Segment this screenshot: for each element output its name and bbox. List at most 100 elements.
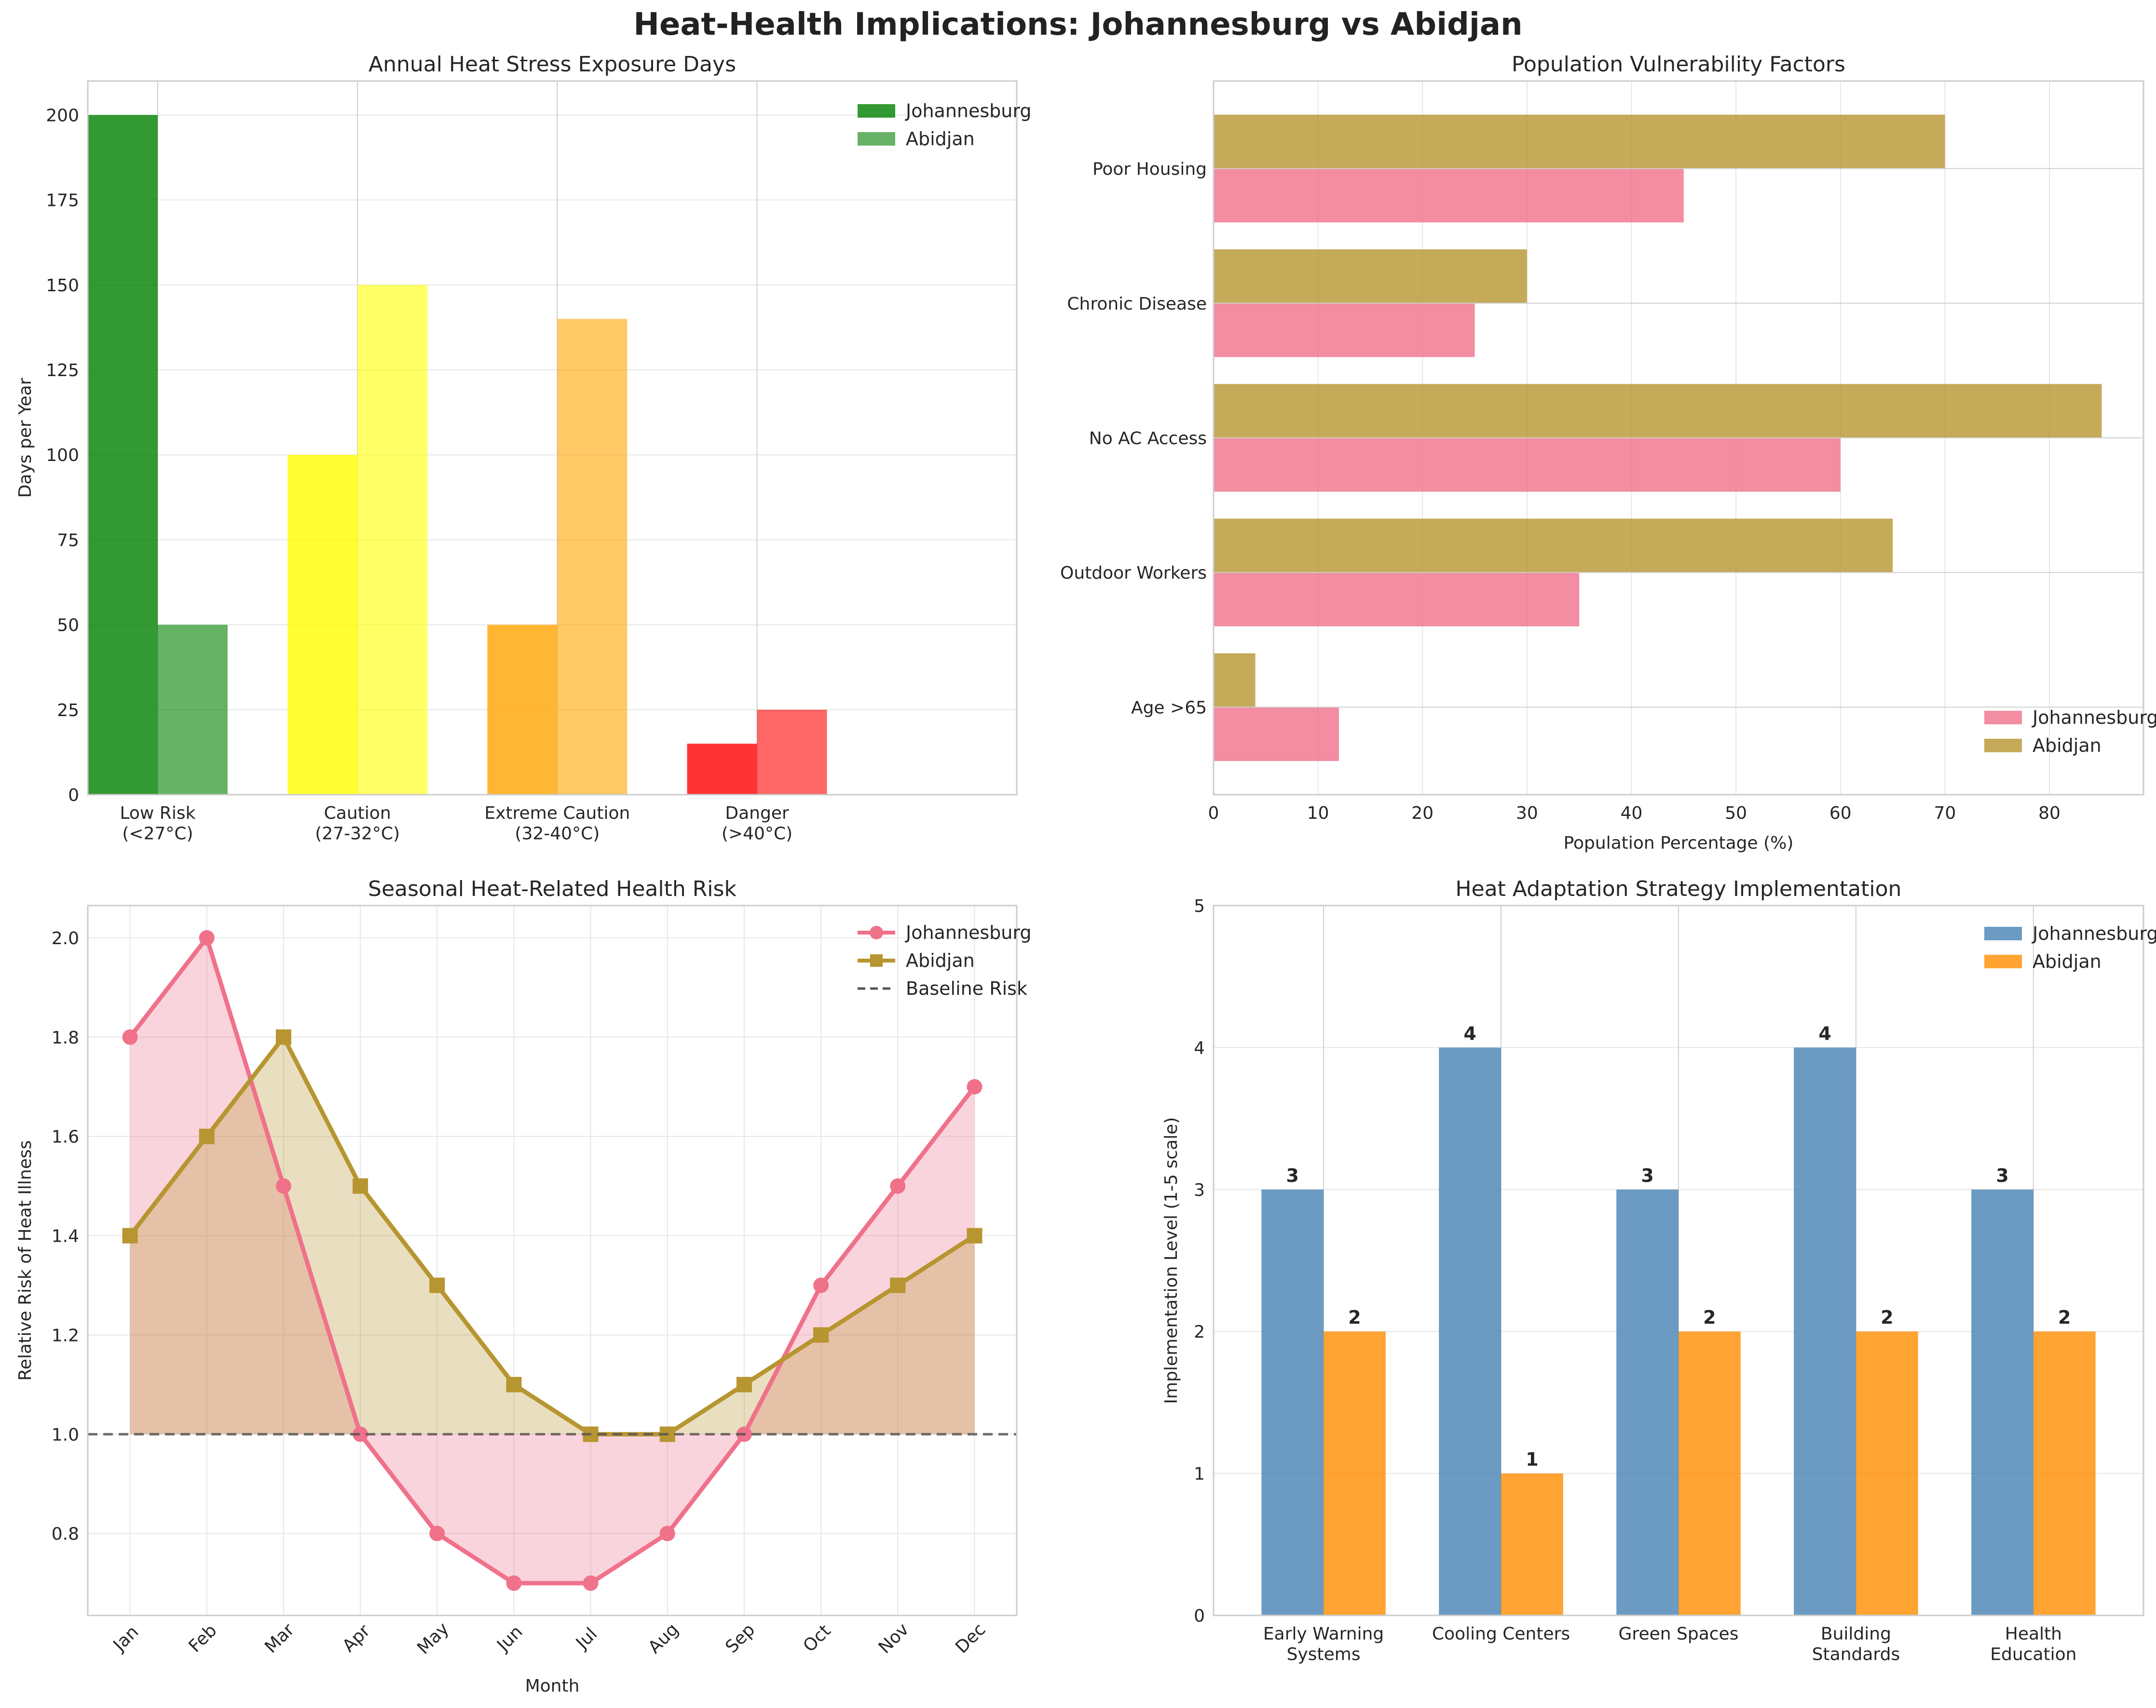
- bar-johannesburg: [1214, 572, 1580, 626]
- point-johannesburg: [659, 1526, 675, 1542]
- y-tick-label: Age >65: [1131, 698, 1207, 718]
- data-label: 4: [1463, 1023, 1476, 1044]
- x-tick-label: 50: [1725, 803, 1747, 823]
- line-johannesburg: [128, 935, 977, 1586]
- legend-swatch: [1984, 739, 2022, 752]
- x-tick-label: 20: [1411, 803, 1433, 823]
- y-tick-label: Outdoor Workers: [1060, 563, 1207, 583]
- data-label: 3: [1641, 1165, 1653, 1186]
- x-tick-label: 30: [1516, 803, 1538, 823]
- x-tick-label: Cooling Centers: [1432, 1624, 1570, 1644]
- plot-frame: [87, 905, 1018, 1616]
- legend-label: Abidjan: [2033, 951, 2101, 972]
- bar-abidjan: [1324, 1331, 1386, 1615]
- legend-label: Abidjan: [906, 128, 975, 149]
- point-johannesburg: [275, 1178, 291, 1194]
- y-tick-label: 1.2: [52, 1326, 79, 1345]
- point-abidjan: [275, 1029, 291, 1045]
- x-tick-label: Oct: [799, 1621, 834, 1656]
- y-axis-label: Implementation Level (1-5 scale): [1161, 1117, 1181, 1404]
- legend-marker: [870, 954, 883, 967]
- bar-johannesburg: [1214, 168, 1684, 223]
- point-johannesburg: [429, 1526, 445, 1542]
- bar-abidjan: [2033, 1331, 2096, 1615]
- x-tick-label: 40: [1621, 803, 1643, 823]
- point-johannesburg: [583, 1575, 599, 1591]
- x-tick-label: 10: [1307, 803, 1329, 823]
- point-abidjan: [353, 1178, 368, 1194]
- x-tick-label: Low Risk (<27°C): [120, 803, 195, 843]
- y-tick-label: 0.8: [52, 1524, 79, 1544]
- bar-johannesburg: [1214, 303, 1475, 357]
- y-tick-label: 100: [46, 446, 79, 465]
- x-tick-label: Sep: [722, 1620, 759, 1657]
- legend-swatch: [1984, 955, 2022, 968]
- legend: Johannesburg Abidjan: [1984, 923, 2156, 972]
- bar-abidjan: [1678, 1331, 1741, 1615]
- area-johannesburg: [130, 937, 975, 1584]
- x-tick-label: Early Warning Systems: [1263, 1624, 1384, 1664]
- legend: Johannesburg Abidjan: [1984, 707, 2156, 756]
- x-axis-label: Month: [525, 1676, 580, 1696]
- legend: Johannesburg Abidjan: [858, 100, 1031, 149]
- x-tick-label: 80: [2038, 803, 2060, 823]
- plot-frame: [1213, 905, 2144, 1616]
- point-abidjan: [199, 1128, 215, 1144]
- bar-johannesburg: [1794, 1047, 1856, 1615]
- plot-frame: [87, 80, 1018, 796]
- point-abidjan: [967, 1228, 982, 1244]
- x-tick-label: Health Education: [1990, 1624, 2076, 1664]
- bar-abidjan: [1214, 384, 2102, 438]
- y-tick-label: 200: [46, 106, 79, 125]
- data-label: 3: [1286, 1165, 1299, 1186]
- data-label: 4: [1818, 1023, 1831, 1044]
- bar-johannesburg: [1616, 1189, 1678, 1615]
- data-label: 3: [1996, 1165, 2008, 1186]
- area-abidjan: [130, 1037, 975, 1435]
- x-tick-label: Extreme Caution (32-40°C): [484, 803, 630, 843]
- y-tick-label: 50: [57, 616, 79, 636]
- x-tick-label: Caution (27-32°C): [315, 803, 400, 843]
- legend-label: Johannesburg: [2032, 707, 2156, 728]
- point-johannesburg: [967, 1079, 982, 1095]
- bar-abidjan: [1214, 114, 1945, 169]
- x-tick-label: Apr: [339, 1621, 374, 1656]
- legend-label: Johannesburg: [905, 922, 1031, 943]
- x-tick-label: 60: [1829, 803, 1852, 823]
- bar-abidjan: [1214, 249, 1527, 303]
- point-johannesburg: [813, 1277, 829, 1293]
- chart-title: Heat Adaptation Strategy Implementation: [1456, 877, 1902, 901]
- bar-abidjan: [1214, 518, 1893, 573]
- y-tick-label: 75: [57, 530, 79, 550]
- chart-title: Annual Heat Stress Exposure Days: [368, 52, 736, 77]
- y-tick-label: Poor Housing: [1092, 160, 1207, 179]
- y-tick-label: 4: [1194, 1038, 1205, 1058]
- point-johannesburg: [890, 1178, 906, 1194]
- line-abidjan: [128, 1035, 976, 1437]
- y-tick-label: 1.8: [52, 1028, 79, 1048]
- bar-abidjan: [1214, 653, 1255, 707]
- legend-swatch: [858, 132, 895, 146]
- point-abidjan: [506, 1377, 522, 1393]
- x-tick-label: Jun: [492, 1622, 526, 1655]
- bar-abidjan: [757, 709, 827, 795]
- data-label: 2: [2058, 1307, 2071, 1328]
- x-tick-label: Nov: [875, 1620, 913, 1658]
- y-tick-label: 125: [46, 361, 79, 380]
- x-tick-label: Aug: [644, 1620, 682, 1658]
- x-tick-label: Jul: [572, 1624, 601, 1654]
- bar-johannesburg: [88, 115, 158, 795]
- point-abidjan: [429, 1277, 445, 1293]
- y-tick-label: 1.0: [52, 1425, 79, 1445]
- y-tick-label: 175: [46, 191, 79, 211]
- x-axis-label: Population Percentage (%): [1564, 833, 1794, 853]
- bar-johannesburg: [1971, 1189, 2033, 1615]
- y-tick-label: 1.6: [52, 1127, 79, 1147]
- x-tick-label: Dec: [952, 1620, 989, 1657]
- legend-marker: [870, 926, 883, 939]
- bar-johannesburg: [1214, 438, 1841, 492]
- data-label: 2: [1348, 1307, 1361, 1328]
- chart-title: Population Vulnerability Factors: [1512, 52, 1845, 77]
